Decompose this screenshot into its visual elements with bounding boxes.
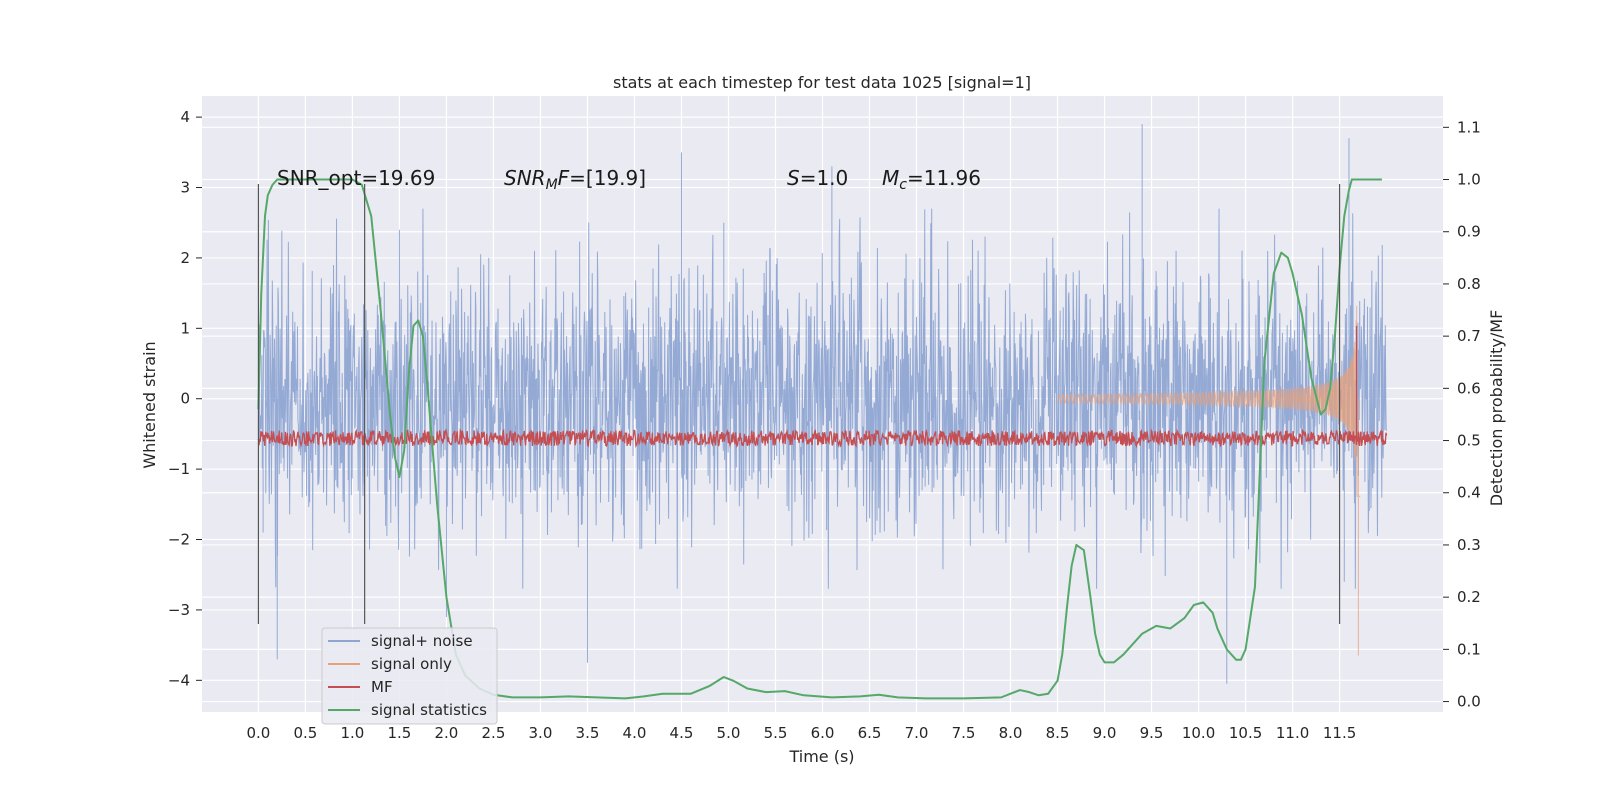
x-tick-label: 4.0 (623, 724, 647, 742)
x-tick-label: 3.5 (576, 724, 600, 742)
y-left-tick-label: −4 (168, 671, 190, 689)
x-tick-label: 5.5 (764, 724, 788, 742)
y-right-tick-label: 1.1 (1457, 118, 1481, 136)
y-left-tick-label: 4 (180, 108, 190, 126)
series-signal-noise (257, 124, 1388, 684)
annotation-mc-sub: c (899, 177, 907, 193)
y-right-tick-label: 0.0 (1457, 693, 1481, 711)
x-tick-label: 6.5 (858, 724, 882, 742)
annotation-s-value: =1.0 (800, 166, 849, 190)
y-right-tick-label: 0.2 (1457, 588, 1481, 606)
y-left-tick-label: −3 (168, 601, 190, 619)
annotation-snr-opt: SNR_opt=19.69 (277, 166, 435, 190)
x-tick-label: 11.5 (1323, 724, 1356, 742)
y-right-tick-label: 0.7 (1457, 327, 1481, 345)
y-left-tick-label: 1 (180, 319, 190, 337)
legend-label-signal-only: signal only (371, 655, 452, 673)
y-left-tick-label: 3 (180, 179, 190, 197)
series-signal-statistics (257, 178, 1382, 700)
annotation-mc: Mc=11.96 (882, 166, 981, 193)
annotation-snr-mf-name: SNR (504, 166, 546, 190)
x-tick-label: 9.5 (1140, 724, 1164, 742)
annotation-snr-mf-sub: M (546, 177, 558, 193)
annotation-snr-mf-suffix: F (558, 166, 570, 190)
x-tick-label: 0.0 (246, 724, 270, 742)
y-right-tick-label: 0.3 (1457, 536, 1481, 554)
y-left-axis-label: Whitened strain (140, 341, 159, 468)
x-axis-ticks: 0.0 0.5 1.0 1.5 2.0 2.5 3.0 3.5 4.0 4.5 5.0 5.5 6.0 6… (246, 724, 1356, 742)
y-left-tick-label: −1 (168, 460, 190, 478)
y-right-tick-label: 1.0 (1457, 171, 1481, 189)
x-tick-label: 8.0 (999, 724, 1023, 742)
x-tick-label: 3.0 (529, 724, 553, 742)
x-axis-label: Time (s) (788, 747, 854, 766)
y-right-tick-label: 0.4 (1457, 484, 1481, 502)
annotation-s: S=1.0 (787, 166, 848, 190)
x-tick-label: 8.5 (1046, 724, 1070, 742)
x-tick-label: 10.0 (1182, 724, 1215, 742)
x-tick-label: 11.0 (1276, 724, 1309, 742)
legend-label-mf: MF (371, 678, 393, 696)
y-left-tick-label: −2 (168, 531, 190, 549)
y-right-tick-label: 0.5 (1457, 432, 1481, 450)
y-right-tick-label: 0.1 (1457, 640, 1481, 658)
y-left-tick-label: 0 (180, 390, 190, 408)
legend-box (321, 627, 498, 725)
x-tick-label: 5.0 (717, 724, 741, 742)
x-tick-label: 4.5 (670, 724, 694, 742)
annotation-mc-name: M (882, 166, 899, 190)
series-layer (257, 124, 1388, 700)
legend: signal+ noise signal only MF signal stat… (321, 627, 498, 725)
y-right-tick-label: 0.9 (1457, 223, 1481, 241)
x-tick-label: 10.5 (1229, 724, 1262, 742)
x-tick-label: 6.0 (811, 724, 835, 742)
x-tick-label: 2.0 (435, 724, 459, 742)
x-tick-label: 0.5 (293, 724, 317, 742)
x-tick-label: 1.5 (388, 724, 412, 742)
annotation-s-name: S (787, 166, 800, 190)
x-tick-label: 2.5 (482, 724, 506, 742)
vertical-markers (257, 184, 1341, 624)
x-tick-label: 7.5 (952, 724, 976, 742)
x-tick-label: 9.0 (1093, 724, 1117, 742)
legend-label-signal-noise: signal+ noise (371, 632, 473, 650)
chart-title: stats at each timestep for test data 102… (613, 73, 1031, 92)
y-right-axis-label: Detection probability/MF (1487, 310, 1506, 507)
y-left-tick-label: 2 (180, 249, 190, 267)
y-right-tick-label: 0.6 (1457, 379, 1481, 397)
legend-label-signal-statistics: signal statistics (371, 701, 487, 719)
annotation-snr-mf: SNRMF=[19.9] (504, 166, 646, 193)
y-left-axis-ticks: −4 −3 −2 −1 0 1 2 3 4 (168, 108, 202, 689)
annotation-snr-mf-value: =[19.9] (569, 166, 646, 190)
x-tick-label: 1.0 (340, 724, 364, 742)
y-right-tick-label: 0.8 (1457, 275, 1481, 293)
x-tick-label: 7.0 (905, 724, 929, 742)
y-right-axis-ticks: 0.0 0.1 0.2 0.3 0.4 0.5 0.6 0.7 0.8 0.9 1.0 1.1 (1443, 118, 1481, 711)
annotation-mc-value: =11.96 (907, 166, 981, 190)
series-mf (257, 325, 1388, 449)
